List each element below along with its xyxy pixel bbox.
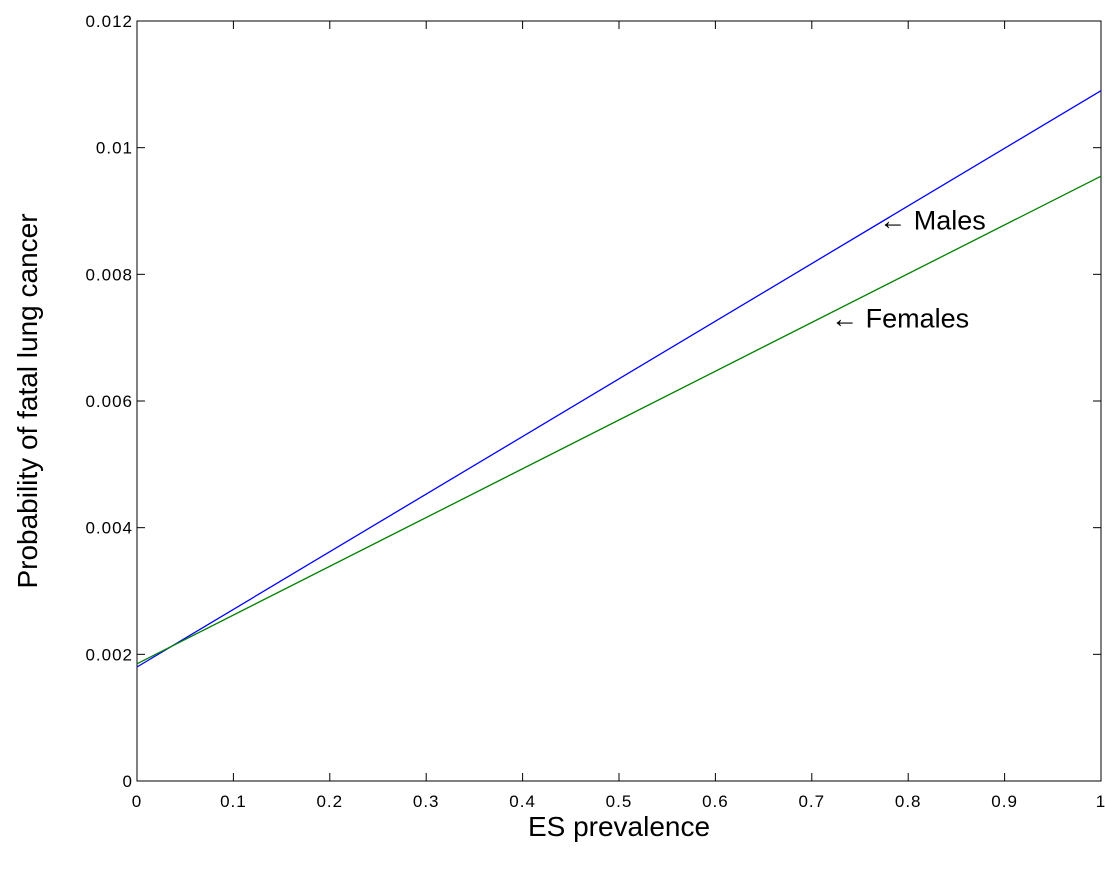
series-annotation: ← Females	[831, 304, 969, 334]
plot-area	[136, 20, 1102, 782]
x-tick-label: 0.7	[798, 792, 825, 811]
y-axis-title: Probability of fatal lung cancer	[12, 213, 43, 588]
x-tick-label: 0.3	[413, 792, 440, 811]
series-line-females	[136, 175, 1102, 665]
tick-layer: 0 0.1 0.2 0.3 0.4 0.5 0.6 0.7 0.8 0.9 1 0 0.002 0.004…	[85, 12, 1105, 811]
y-tick-label: 0.012	[85, 12, 133, 31]
series-line-males	[136, 90, 1102, 668]
y-tick-label: 0.006	[85, 392, 133, 411]
x-tick-label: 0	[132, 792, 142, 811]
y-tick-label: 0.01	[96, 139, 133, 158]
x-tick-label: 0.2	[316, 792, 343, 811]
x-tick-label: 0.6	[702, 792, 729, 811]
y-tick-label: 0.008	[85, 265, 133, 284]
x-tick-label: 0.9	[991, 792, 1018, 811]
series-layer	[136, 90, 1102, 668]
x-tick-label: 0.8	[895, 792, 922, 811]
x-tick-label: 0.5	[606, 792, 633, 811]
y-tick-label: 0.004	[85, 519, 133, 538]
y-tick-label: 0	[123, 772, 133, 791]
y-tick-label: 0.002	[85, 645, 133, 664]
x-tick-label: 1	[1096, 792, 1105, 811]
annotation-layer: ← Males ← Females	[831, 206, 986, 334]
x-tick-label: 0.4	[509, 792, 536, 811]
x-axis-title: ES prevalence	[528, 811, 710, 842]
series-annotation: ← Males	[879, 206, 986, 236]
x-tick-label: 0.1	[220, 792, 247, 811]
